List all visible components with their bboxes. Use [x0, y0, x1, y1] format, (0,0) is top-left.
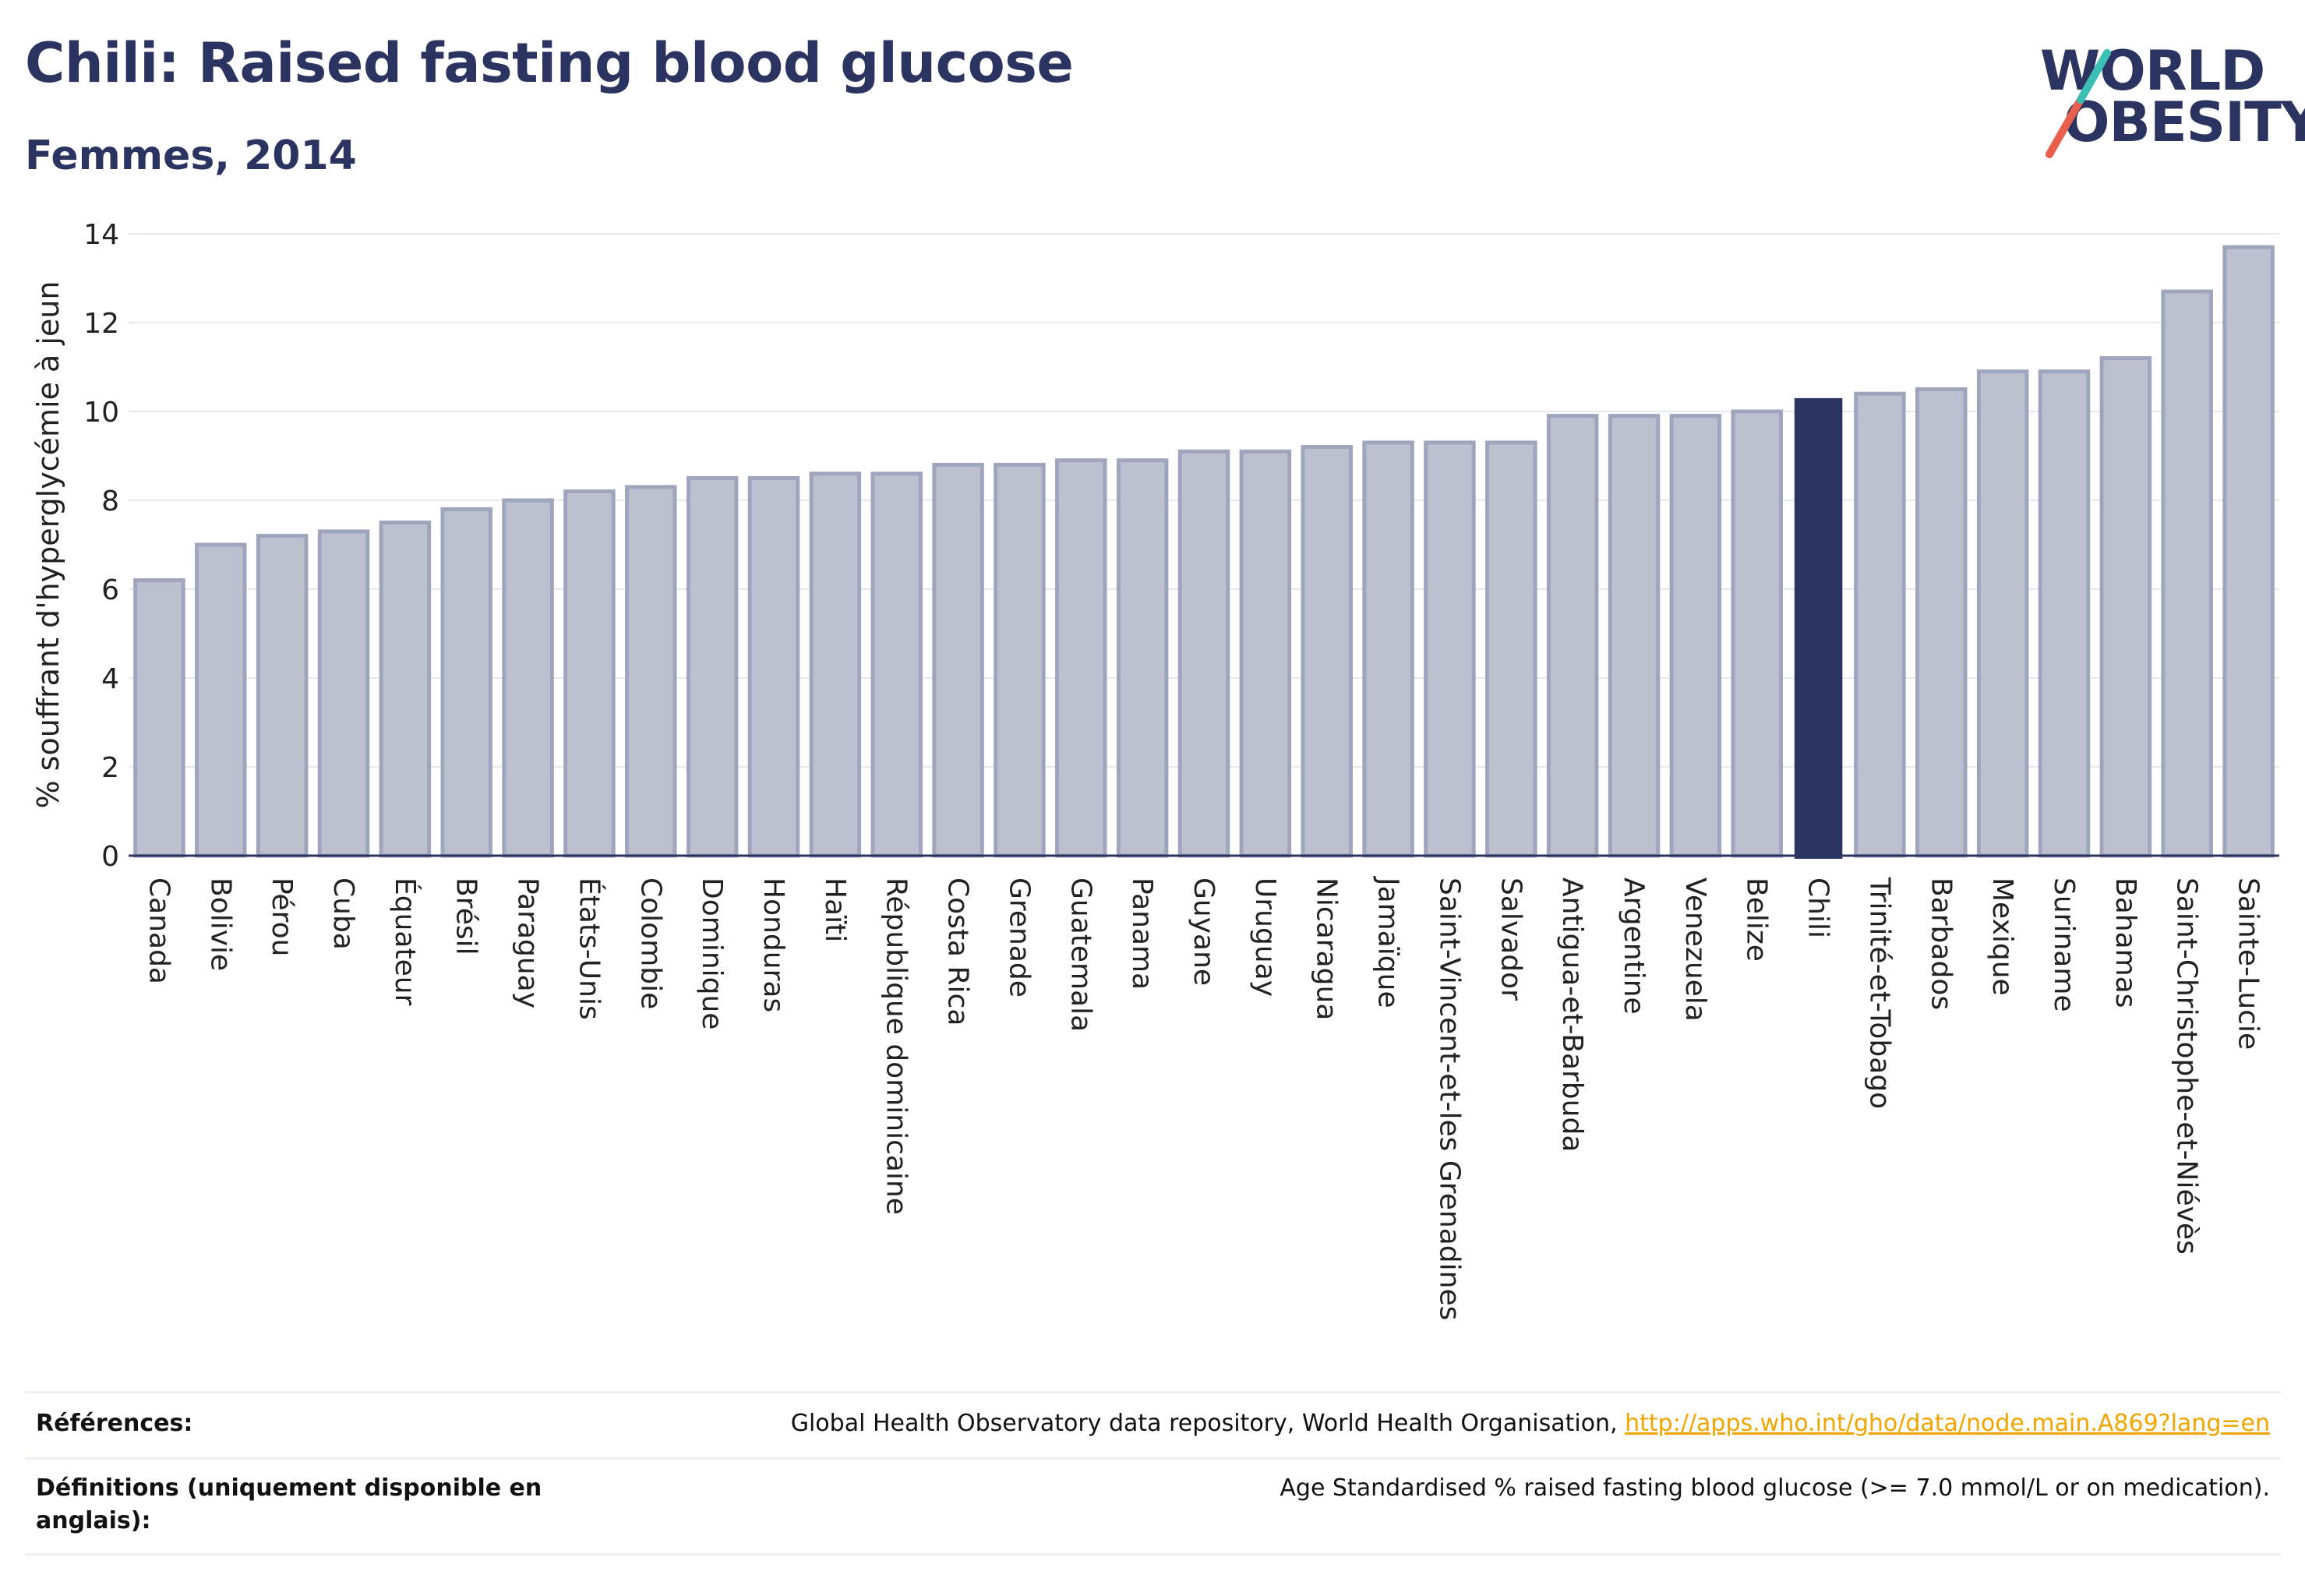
bar: [1055, 458, 1107, 858]
chart-title: Chili: Raised fasting blood glucose: [25, 31, 1074, 95]
x-tick-label: Saint-Vincent-et-les Grenadines: [1433, 877, 1465, 1320]
bar: [317, 529, 370, 858]
y-tick-label: 2: [101, 752, 119, 784]
bar: [2038, 369, 2091, 858]
x-tick-label: Saint-Christophe-et-Niévès: [2171, 877, 2203, 1255]
x-tick-label: Chili: [1802, 877, 1834, 938]
x-tick-label: États-Unis: [573, 877, 605, 1020]
definitions-row: Définitions (uniquement disponible en an…: [25, 1457, 2281, 1555]
bar: [1177, 449, 1230, 858]
logo-slash-icon: [2046, 49, 2111, 158]
y-tick-label: 0: [101, 841, 119, 873]
bar: [686, 476, 739, 858]
world-obesity-logo: WORLD OBESITY: [2026, 31, 2305, 164]
bar: [1976, 369, 2029, 858]
y-tick-label: 12: [83, 308, 119, 340]
x-tick-label: Bolivie: [204, 877, 236, 971]
bar: [809, 471, 862, 858]
bar-chart: 0 2 4 6 8 10 12 14 % souffrant d'hyperglycémie à…: [31, 219, 2279, 1320]
x-tick-label: Guyane: [1188, 877, 1220, 986]
references-link[interactable]: http://apps.who.int/gho/data/node.main.A…: [1625, 1410, 2270, 1437]
bar: [195, 542, 247, 858]
x-tick-label: Venezuela: [1679, 877, 1711, 1022]
x-tick-label: Costa Rica: [942, 877, 974, 1026]
references-text: Global Health Observatory data repositor…: [790, 1410, 1626, 1437]
x-tick-label: Jamaïque: [1372, 876, 1404, 1008]
bar: [1116, 458, 1169, 858]
bar: [502, 498, 554, 858]
bar: [1362, 440, 1414, 858]
y-tick-label: 6: [101, 574, 119, 606]
bar: [2161, 289, 2213, 858]
bar: [133, 578, 185, 858]
x-tick-label: Uruguay: [1249, 877, 1281, 997]
bar: [1731, 409, 1783, 858]
bar: [932, 462, 984, 858]
x-tick-label: Belize: [1741, 877, 1773, 962]
x-tick-label: Guatemala: [1064, 877, 1096, 1032]
x-tick-label: Équateur: [389, 877, 422, 1006]
x-tick-label: Haïti: [819, 877, 851, 942]
bar: [1915, 387, 1968, 858]
bar: [1546, 414, 1599, 858]
y-tick-label: 4: [101, 663, 119, 695]
x-tick-label: Barbados: [1925, 877, 1957, 1010]
references-row: Références: Global Health Observatory da…: [25, 1391, 2281, 1457]
bar: [2099, 356, 2152, 858]
x-tick-label: Brésil: [450, 877, 482, 955]
bar: [440, 507, 492, 858]
x-tick-label: République dominicaine: [881, 877, 912, 1215]
x-tick-label: Suriname: [2048, 877, 2080, 1012]
bar: [1301, 445, 1353, 858]
bar: [994, 462, 1046, 858]
x-tick-label: Grenade: [1003, 877, 1035, 998]
chart-subtitle: Femmes, 2014: [25, 132, 357, 179]
bar: [379, 521, 432, 858]
references-table: Références: Global Health Observatory da…: [25, 1391, 2281, 1555]
x-tick-label: Colombie: [634, 877, 666, 1009]
x-tick-label: Pérou: [266, 877, 298, 956]
definitions-value: Age Standardised % raised fasting blood …: [1280, 1474, 2270, 1502]
references-label: Références:: [36, 1410, 193, 1437]
x-tick-label: Canada: [143, 877, 175, 984]
x-tick-label: Panama: [1126, 877, 1158, 990]
bar: [625, 485, 677, 858]
bar: [747, 476, 800, 858]
x-tick-label: Honduras: [757, 877, 789, 1012]
x-tick-label: Sainte-Lucie: [2233, 877, 2264, 1050]
references-value: Global Health Observatory data repositor…: [791, 1407, 2270, 1440]
x-tick-label: Antigua-et-Barbuda: [1556, 877, 1588, 1152]
x-tick-label: Argentine: [1618, 877, 1650, 1015]
x-tick-label: Mexique: [1986, 877, 2018, 996]
bar: [1854, 391, 1906, 858]
x-tick-label: Bahamas: [2109, 877, 2141, 1008]
x-tick-label: Cuba: [327, 877, 359, 950]
bar: [1239, 449, 1292, 858]
bar: [563, 489, 616, 858]
bar: [1424, 440, 1476, 858]
bar: [1669, 414, 1722, 858]
y-axis-label: % souffrant d'hyperglycémie à jeun: [31, 281, 65, 808]
bar: [870, 471, 923, 858]
logo-line-1: WORLD: [2040, 39, 2265, 103]
x-tick-label: Paraguay: [512, 877, 544, 1008]
bar: [1485, 440, 1537, 858]
y-tick-label: 10: [83, 397, 119, 429]
x-tick-label: Nicaragua: [1311, 877, 1343, 1020]
bar: [1608, 414, 1661, 858]
x-tick-label: Dominique: [696, 877, 728, 1029]
x-tick-label: Salvador: [1495, 877, 1527, 1001]
bar: [1794, 397, 1843, 859]
logo-line-2: OBESITY: [2063, 90, 2305, 154]
bar: [2222, 245, 2275, 858]
y-tick-label: 8: [101, 486, 119, 517]
x-tick-label: Trinité-et-Tobago: [1863, 877, 1895, 1109]
y-tick-label: 14: [83, 219, 119, 251]
bar: [256, 534, 309, 858]
definitions-label: Définitions (uniquement disponible en an…: [36, 1474, 542, 1534]
